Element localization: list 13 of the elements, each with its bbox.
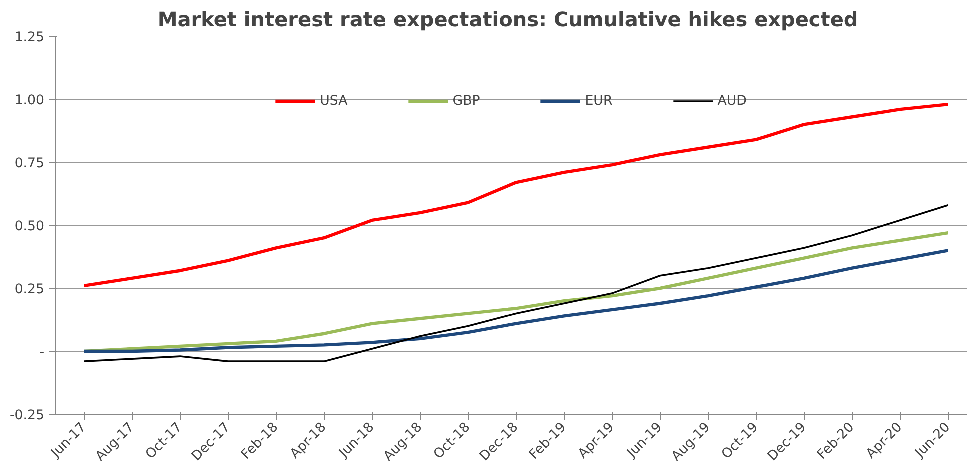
y-tick-label: -0.25 — [10, 408, 45, 424]
y-tick-label: 1.00 — [14, 94, 45, 108]
y-tick-label: 0.25 — [14, 282, 45, 298]
legend-label: USA — [320, 94, 348, 108]
legend-label: EUR — [585, 94, 613, 108]
legend-label: AUD — [718, 94, 747, 108]
line-series — [83, 204, 950, 362]
y-tick-label: 0.75 — [14, 156, 45, 172]
y-tick-label: 0.50 — [14, 220, 45, 234]
y-tick-label: 1.25 — [14, 30, 45, 46]
y-tick-label: - — [40, 346, 45, 360]
legend-label: GBP — [452, 94, 480, 108]
chart-title: Market interest rate expectations: Cumulative hikes expected — [158, 8, 858, 32]
